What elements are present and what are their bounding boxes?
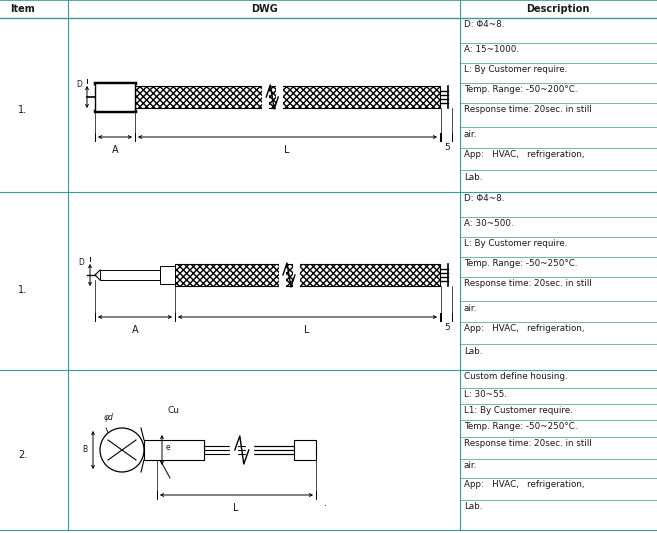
Text: Response time: 20sec. in still: Response time: 20sec. in still [464, 105, 592, 114]
Text: Lab.: Lab. [464, 502, 482, 511]
Text: 5: 5 [444, 143, 450, 152]
Text: .: . [324, 498, 327, 508]
Text: Cu: Cu [167, 406, 179, 415]
Text: e: e [166, 443, 171, 453]
Text: 5: 5 [444, 323, 450, 332]
Text: φd: φd [104, 413, 114, 422]
Text: Lab.: Lab. [464, 173, 482, 182]
Text: B: B [82, 446, 87, 455]
Text: L: By Customer require.: L: By Customer require. [464, 239, 567, 248]
Circle shape [100, 428, 144, 472]
Text: Item: Item [10, 4, 35, 14]
Text: 1.: 1. [18, 105, 27, 115]
Text: DWG: DWG [250, 4, 277, 14]
Text: 1.: 1. [18, 285, 27, 295]
Bar [144, 440, 204, 460]
Bar [175, 264, 440, 286]
Text: A: 30~500.: A: 30~500. [464, 219, 514, 228]
Text: D: D [76, 80, 82, 89]
Text: Temp. Range: -50~250°C.: Temp. Range: -50~250°C. [464, 259, 578, 268]
Bar [160, 266, 175, 284]
Text: L: 30~55.: L: 30~55. [464, 390, 507, 399]
Text: L: L [233, 503, 238, 513]
Text: A: 15~1000.: A: 15~1000. [464, 45, 519, 54]
Bar [135, 86, 440, 108]
Text: L: L [304, 325, 309, 335]
Text: air.: air. [464, 304, 478, 313]
Text: D: Φ4~8.: D: Φ4~8. [464, 20, 505, 29]
Text: A: A [112, 145, 118, 155]
Text: App:   HVAC,   refrigeration,: App: HVAC, refrigeration, [464, 480, 585, 489]
Bar [95, 83, 135, 111]
Text: App:   HVAC,   refrigeration,: App: HVAC, refrigeration, [464, 150, 585, 159]
Text: Response time: 20sec. in still: Response time: 20sec. in still [464, 279, 592, 288]
Text: Description: Description [526, 4, 590, 14]
Bar [294, 440, 316, 460]
Text: L: By Customer require.: L: By Customer require. [464, 65, 567, 74]
Text: A: A [131, 325, 139, 335]
Text: D: D [78, 258, 84, 267]
Text: 2.: 2. [18, 450, 27, 460]
Text: air.: air. [464, 130, 478, 139]
Text: Response time: 20sec. in still: Response time: 20sec. in still [464, 439, 592, 448]
Text: Lab.: Lab. [464, 347, 482, 356]
Text: L1: By Customer require.: L1: By Customer require. [464, 406, 573, 415]
Text: D: Φ4~8.: D: Φ4~8. [464, 194, 505, 203]
Text: Temp. Range: -50~250°C.: Temp. Range: -50~250°C. [464, 422, 578, 431]
Bar [100, 270, 160, 280]
Text: Temp. Range: -50~200°C.: Temp. Range: -50~200°C. [464, 85, 578, 94]
Text: L: L [284, 145, 290, 155]
Text: air.: air. [464, 461, 478, 470]
Text: App:   HVAC,   refrigeration,: App: HVAC, refrigeration, [464, 324, 585, 333]
Text: Custom define housing.: Custom define housing. [464, 372, 568, 381]
